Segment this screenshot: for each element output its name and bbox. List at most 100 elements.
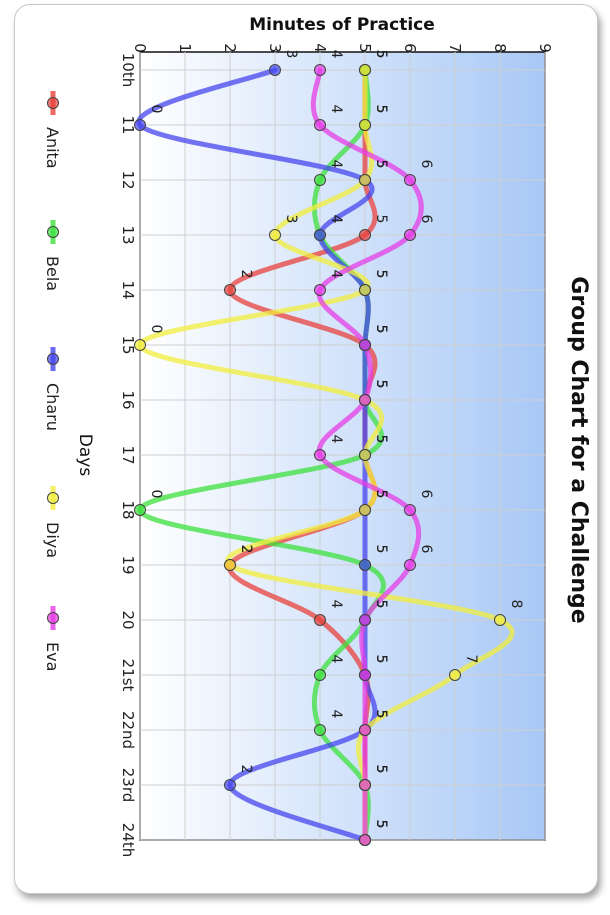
data-label: 5 — [373, 270, 389, 279]
data-label: 2 — [238, 765, 254, 774]
data-point-bela — [314, 669, 326, 681]
x-tick-label: 16 — [119, 390, 137, 409]
data-label: 5 — [373, 765, 389, 774]
data-label: 5 — [373, 710, 389, 719]
data-points — [134, 64, 506, 846]
y-tick-label: 2 — [221, 43, 239, 53]
data-label: 5 — [373, 160, 389, 169]
x-tick-label: 22nd — [119, 711, 137, 749]
x-tick-label: 11 — [119, 115, 137, 134]
data-label: 5 — [373, 160, 389, 169]
y-tick-label: 6 — [401, 43, 419, 53]
legend-label: Charu — [43, 383, 62, 431]
data-point-eva — [359, 724, 371, 736]
data-label: 5 — [373, 820, 389, 829]
x-tick-label: 20 — [119, 610, 137, 629]
data-point-diya — [224, 559, 236, 571]
data-label: 5 — [373, 490, 389, 499]
data-label: 5 — [373, 215, 389, 224]
data-label: 2 — [238, 545, 254, 554]
data-point-eva — [314, 284, 326, 296]
data-point-bela — [314, 724, 326, 736]
data-point-diya — [359, 119, 371, 131]
data-label: 3 — [283, 215, 299, 224]
data-label: 5 — [373, 545, 389, 554]
legend-swatch-marker — [47, 97, 59, 109]
data-point-diya — [449, 669, 461, 681]
data-label: 2 — [238, 545, 254, 554]
data-label: 4 — [328, 710, 344, 719]
data-point-diya — [269, 229, 281, 241]
data-label: 5 — [373, 380, 389, 389]
data-label: 5 — [373, 655, 389, 664]
y-tick-label: 9 — [536, 43, 554, 53]
data-point-eva — [314, 449, 326, 461]
chart-title: Group Chart for a Challenge — [566, 276, 591, 623]
data-label: 5 — [373, 325, 389, 334]
data-label: 5 — [373, 380, 389, 389]
data-point-anita — [224, 284, 236, 296]
y-tick-label: 0 — [131, 43, 149, 53]
legend-item-diya: Diya — [43, 486, 62, 558]
x-tick-label: 18 — [119, 500, 137, 519]
legend: Anita Bela Charu Diya Eva — [43, 91, 62, 671]
x-axis-title: Days — [75, 434, 95, 477]
x-tick-label: 14 — [119, 280, 137, 299]
data-point-charu — [134, 119, 146, 131]
y-tick-label: 7 — [446, 43, 464, 53]
data-label: 5 — [373, 490, 389, 499]
data-label: 5 — [373, 820, 389, 829]
data-label: 8 — [508, 600, 524, 609]
data-label: 5 — [373, 710, 389, 719]
x-tick-label: 15 — [119, 335, 137, 354]
data-label: 7 — [463, 655, 479, 664]
legend-item-bela: Bela — [43, 220, 62, 291]
data-label: 5 — [373, 325, 389, 334]
x-tick-label: 13 — [119, 225, 137, 244]
legend-item-anita: Anita — [43, 91, 62, 169]
x-tick-label: 24th — [119, 823, 137, 857]
data-point-eva — [359, 834, 371, 846]
y-tick-label: 1 — [176, 43, 194, 53]
data-label: 2 — [238, 270, 254, 279]
data-point-diya — [359, 449, 371, 461]
legend-item-charu: Charu — [43, 347, 62, 431]
data-label: 3 — [283, 50, 299, 59]
data-label: 4 — [328, 215, 344, 224]
data-point-diya — [359, 504, 371, 516]
data-point-diya — [359, 64, 371, 76]
data-labels: 5555255552455555544555505544553054555555… — [148, 50, 524, 829]
data-point-eva — [359, 614, 371, 626]
data-point-eva — [359, 669, 371, 681]
data-label: 4 — [328, 600, 344, 609]
data-label: 5 — [373, 270, 389, 279]
x-tick-label: 19 — [119, 555, 137, 574]
legend-item-eva: Eva — [43, 606, 62, 671]
data-point-diya — [359, 284, 371, 296]
legend-label: Eva — [43, 642, 62, 671]
data-label: 4 — [328, 215, 344, 224]
data-label: 4 — [328, 160, 344, 169]
data-label: 5 — [373, 600, 389, 609]
plot-area — [139, 51, 546, 841]
data-label: 5 — [373, 820, 389, 829]
data-point-eva — [314, 119, 326, 131]
y-tick-label: 4 — [311, 43, 329, 53]
data-label: 5 — [373, 765, 389, 774]
x-tick-label: 21st — [119, 659, 137, 692]
data-point-charu — [359, 559, 371, 571]
legend-label: Bela — [43, 256, 62, 291]
data-point-charu — [224, 779, 236, 791]
series-line-bela — [137, 67, 386, 843]
legend-swatch-marker — [47, 492, 59, 504]
data-label: 4 — [328, 655, 344, 664]
data-point-eva — [359, 339, 371, 351]
data-point-anita — [359, 229, 371, 241]
data-point-eva — [404, 229, 416, 241]
data-label: 4 — [328, 50, 344, 59]
data-point-eva — [404, 504, 416, 516]
data-label: 5 — [373, 490, 389, 499]
data-point-eva — [404, 559, 416, 571]
data-label: 5 — [373, 820, 389, 829]
